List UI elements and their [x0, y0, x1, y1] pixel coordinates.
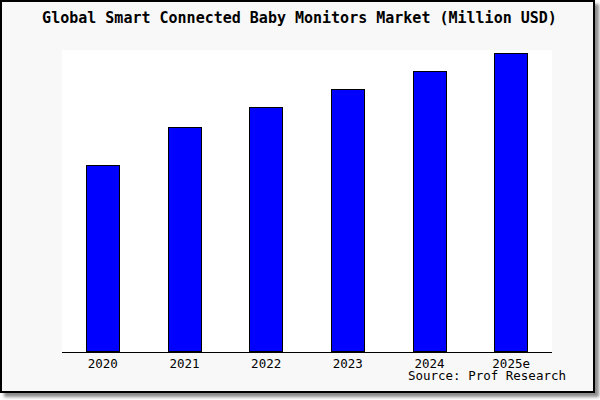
- bar-2021: [168, 127, 202, 352]
- plot-area: [62, 50, 552, 353]
- source-credit: Source: Prof Research: [2, 368, 566, 383]
- bar-2025e: [494, 53, 528, 352]
- bar-2023: [331, 89, 365, 352]
- chart-card: Global Smart Connected Baby Monitors Mar…: [0, 0, 595, 393]
- bar-2020: [86, 165, 120, 352]
- chart-title: Global Smart Connected Baby Monitors Mar…: [4, 9, 595, 27]
- bar-2024: [413, 71, 447, 352]
- bar-2022: [249, 107, 283, 352]
- chart-image: Global Smart Connected Baby Monitors Mar…: [0, 0, 600, 400]
